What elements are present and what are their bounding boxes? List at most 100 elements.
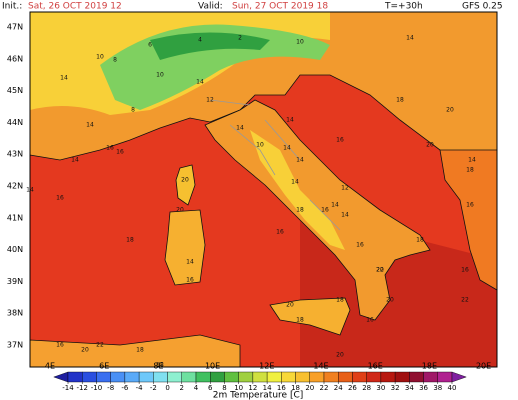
sicily — [269, 297, 351, 336]
colorbar-bin — [309, 371, 325, 383]
temperature-label: 18 — [126, 237, 134, 244]
temperature-label: 16 — [56, 195, 64, 202]
colorbar-tick-label: 12 — [248, 384, 257, 392]
colorbar-tick-label: 2 — [180, 384, 184, 392]
forecast-step: T=+30h — [384, 2, 423, 12]
colorbar-bin — [238, 371, 254, 383]
colorbar-bin — [67, 371, 83, 383]
temperature-label: 8 — [131, 107, 135, 114]
colorbar-bin — [138, 371, 154, 383]
colorbar-bin — [366, 371, 382, 383]
corsica — [175, 164, 196, 206]
temperature-label: 18 — [156, 362, 164, 369]
temperature-label: 18 — [136, 347, 144, 354]
colorbar-tick-label: -10 — [91, 384, 102, 392]
model-name: GFS 0.25 — [462, 2, 503, 12]
colorbar-bin — [181, 371, 197, 383]
valid-label: Valid: — [198, 2, 223, 12]
lon-label: 14E — [313, 362, 328, 371]
temperature-label: 10 — [156, 72, 164, 79]
temperature-label: 14 — [71, 157, 79, 164]
temperature-label: 16 — [461, 267, 469, 274]
temperature-label: 16 — [106, 145, 114, 152]
colorbar-bin — [295, 371, 310, 383]
lat-label: 42N — [7, 182, 23, 191]
colorbar-arrow — [451, 371, 467, 383]
colorbar-bin — [195, 371, 211, 383]
temperature-label: 16 — [466, 202, 474, 209]
temperature-label: 14 — [341, 212, 349, 219]
valid-date: Sun, 27 OCT 2019 18 — [232, 2, 328, 12]
init-date: Sat, 26 OCT 2019 12 — [28, 2, 122, 12]
lat-label: 38N — [7, 309, 23, 318]
colorbar-bin — [409, 371, 424, 383]
lon-label: 12E — [259, 362, 274, 371]
colorbar-tick-label: 16 — [277, 384, 286, 392]
temperature-label: 18 — [466, 167, 474, 174]
colorbar-tick-label: 14 — [263, 384, 272, 392]
temperature-label: 14 — [236, 125, 244, 132]
temperature-label: 16 — [56, 342, 64, 349]
temperature-label: 16 — [366, 317, 374, 324]
colorbar-bin — [266, 371, 282, 383]
colorbar-bin — [338, 371, 353, 383]
lat-label: 41N — [7, 213, 23, 222]
apennines — [250, 130, 345, 250]
temperature-label: 14 — [468, 157, 476, 164]
colorbar-bin — [281, 371, 296, 383]
lon-label: 18E — [422, 362, 437, 371]
temperature-label: 14 — [26, 187, 34, 194]
temperature-label: 20 — [81, 347, 89, 354]
colorbar-tick-label: -14 — [62, 384, 74, 392]
colorbar-tick-label: 28 — [362, 384, 371, 392]
lon-label: 6E — [99, 362, 109, 371]
temperature-label: 14 — [291, 179, 299, 186]
colorbar-bin — [124, 371, 140, 383]
temperature-label: 14 — [186, 259, 194, 266]
temperature-label: 14 — [286, 117, 294, 124]
colorbar-tick-label: 18 — [291, 384, 300, 392]
temperature-label: 6 — [148, 42, 152, 49]
colorbar-tick-label: -8 — [107, 384, 114, 392]
temperature-label: 14 — [196, 79, 204, 86]
temperature-label: 22 — [376, 267, 384, 274]
region-borders — [209, 99, 341, 231]
colorbar-tick-label: 32 — [391, 384, 400, 392]
temperature-label: 8 — [113, 57, 117, 64]
colorbar-tick-label: 10 — [234, 384, 243, 392]
lon-label: 16E — [368, 362, 383, 371]
lat-label: 37N — [7, 341, 23, 350]
temperature-label: 10 — [296, 39, 304, 46]
temperature-label: 12 — [206, 97, 214, 104]
temperature-label: 22 — [96, 342, 104, 349]
colorbar-tick-label: 24 — [334, 384, 343, 392]
temperature-label: 18 — [296, 207, 304, 214]
lon-label: 8E — [153, 362, 163, 371]
temperature-label: 18 — [296, 317, 304, 324]
temperature-label: 20 — [181, 177, 189, 184]
temperature-label: 12 — [341, 185, 349, 192]
temperature-label: 18 — [416, 237, 424, 244]
temperature-label: 20 — [426, 142, 434, 149]
temperature-label: 18 — [396, 97, 404, 104]
colorbar-tick-label: 0 — [165, 384, 169, 392]
temperature-label: 10 — [96, 54, 104, 61]
temperature-label: 20 — [336, 352, 344, 359]
lon-label: 20E — [476, 362, 491, 371]
temperature-label: 22 — [461, 297, 469, 304]
temperature-label: 20 — [446, 107, 454, 114]
temperature-label: 16 — [356, 242, 364, 249]
colorbar-tick-label: 4 — [194, 384, 199, 392]
colorbar-bin — [110, 371, 126, 383]
colorbar-bin — [437, 371, 453, 383]
temperature-label: 14 — [86, 122, 94, 129]
sardinia — [164, 209, 206, 286]
lat-label: 45N — [7, 86, 23, 95]
colorbar-tick-label: 40 — [448, 384, 457, 392]
colorbar-bin — [423, 371, 438, 383]
temperature-label: 14 — [406, 35, 414, 42]
colorbar-bin — [153, 371, 168, 383]
map-frame — [29, 11, 498, 368]
colorbar-label: 2m Temperature [C] — [213, 391, 304, 400]
